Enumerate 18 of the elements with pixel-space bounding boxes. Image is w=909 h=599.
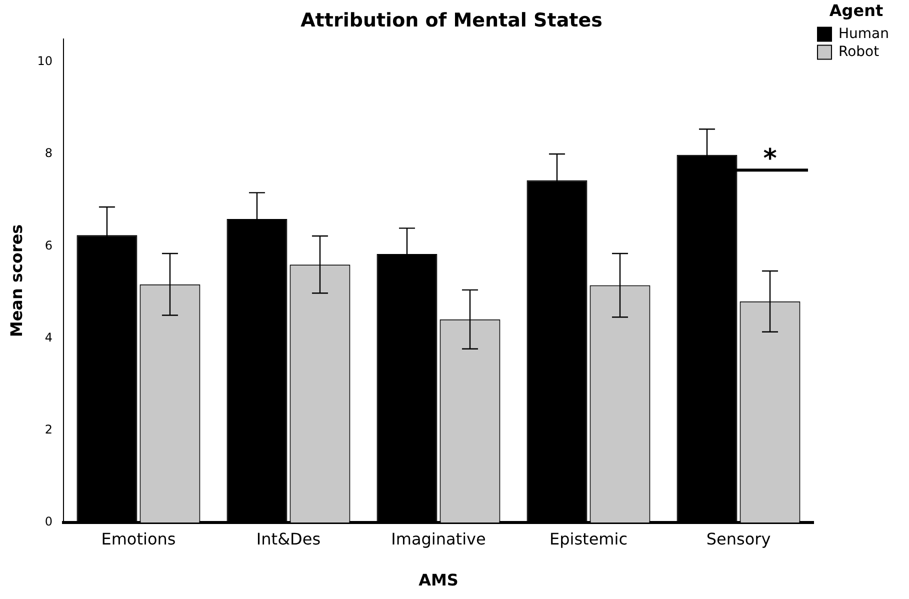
annotation: * xyxy=(763,144,778,174)
y-tick-label: 6 xyxy=(44,238,52,252)
x-tick-label: Imaginative xyxy=(391,529,486,548)
y-tick-label: 2 xyxy=(44,422,52,437)
legend-label: Human xyxy=(838,26,890,42)
y-tick-label: 4 xyxy=(44,330,52,344)
y-tick-label: 8 xyxy=(44,146,52,160)
x-tick-label: Sensory xyxy=(706,529,771,548)
y-tick-label: 10 xyxy=(37,54,52,68)
chart-title: Attribution of Mental States xyxy=(300,9,602,32)
legend-label: Robot xyxy=(838,44,880,60)
x-tick-label: Epistemic xyxy=(550,529,628,548)
x-tick-label: Int&Des xyxy=(256,529,321,548)
x-tick-label: Emotions xyxy=(101,529,176,548)
y-axis-title: Mean scores xyxy=(6,224,26,338)
y-tick-label: 0 xyxy=(44,514,52,529)
legend-title: Agent xyxy=(829,1,884,20)
x-axis-title: AMS xyxy=(418,570,458,590)
